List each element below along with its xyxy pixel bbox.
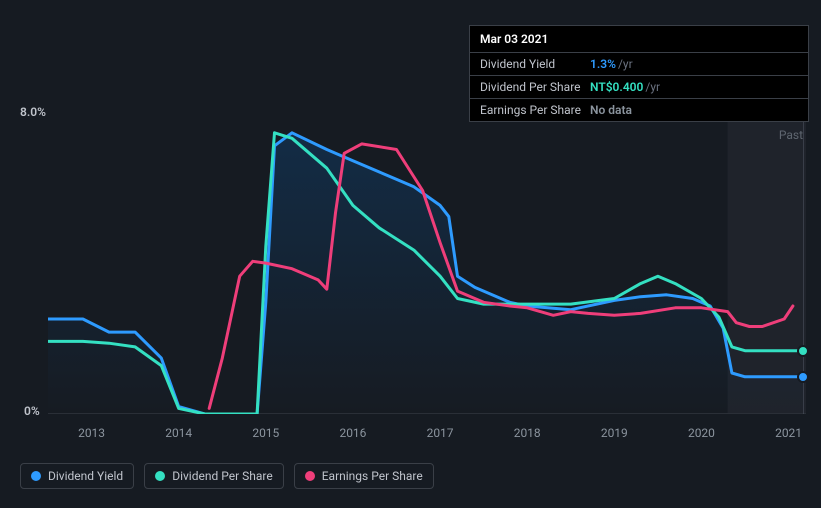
legend-item[interactable]: Dividend Per Share (144, 463, 284, 489)
hover-crosshair-line (803, 116, 804, 414)
x-axis-tick: 2013 (78, 426, 105, 440)
tooltip-row-label: Earnings Per Share (480, 103, 590, 117)
x-axis-tick: 2019 (601, 426, 628, 440)
chart-container: Mar 03 2021 Dividend Yield1.3%/yrDividen… (0, 0, 821, 508)
tooltip-row-label: Dividend Yield (480, 57, 590, 71)
legend-dot-icon (305, 471, 315, 481)
x-axis-tick: 2016 (339, 426, 366, 440)
tooltip-row: Dividend Yield1.3%/yr (470, 53, 808, 76)
tooltip-row-value: NT$0.400/yr (590, 80, 660, 94)
legend: Dividend Yield Dividend Per Share Earnings… (20, 463, 434, 489)
x-axis-tick: 2018 (514, 426, 541, 440)
chart-svg (48, 116, 806, 414)
tooltip-rows: Dividend Yield1.3%/yrDividend Per ShareN… (470, 53, 808, 121)
x-axis-tick: 2015 (252, 426, 279, 440)
hover-marker-dot (797, 345, 809, 357)
legend-item[interactable]: Dividend Yield (20, 463, 134, 489)
tooltip-row-value: 1.3%/yr (590, 57, 633, 71)
legend-label: Dividend Yield (48, 469, 123, 483)
x-axis-tick: 2020 (688, 426, 715, 440)
tooltip-date: Mar 03 2021 (470, 26, 808, 53)
legend-label: Dividend Per Share (172, 469, 273, 483)
legend-label: Earnings Per Share (322, 469, 423, 483)
legend-dot-icon (31, 471, 41, 481)
y-axis-max-label: 8.0% (20, 105, 46, 119)
x-axis-tick: 2021 (775, 426, 802, 440)
x-axis-tick: 2017 (427, 426, 454, 440)
plot-area[interactable] (48, 116, 806, 414)
legend-dot-icon (155, 471, 165, 481)
tooltip-row-label: Dividend Per Share (480, 80, 590, 94)
tooltip-row: Earnings Per ShareNo data (470, 99, 808, 121)
hover-tooltip: Mar 03 2021 Dividend Yield1.3%/yrDividen… (469, 25, 809, 122)
tooltip-row: Dividend Per ShareNT$0.400/yr (470, 76, 808, 99)
legend-item[interactable]: Earnings Per Share (294, 463, 434, 489)
tooltip-row-value: No data (590, 103, 634, 117)
hover-marker-dot (797, 371, 809, 383)
y-axis-min-label: 0% (24, 404, 40, 418)
x-axis-tick: 2014 (165, 426, 192, 440)
